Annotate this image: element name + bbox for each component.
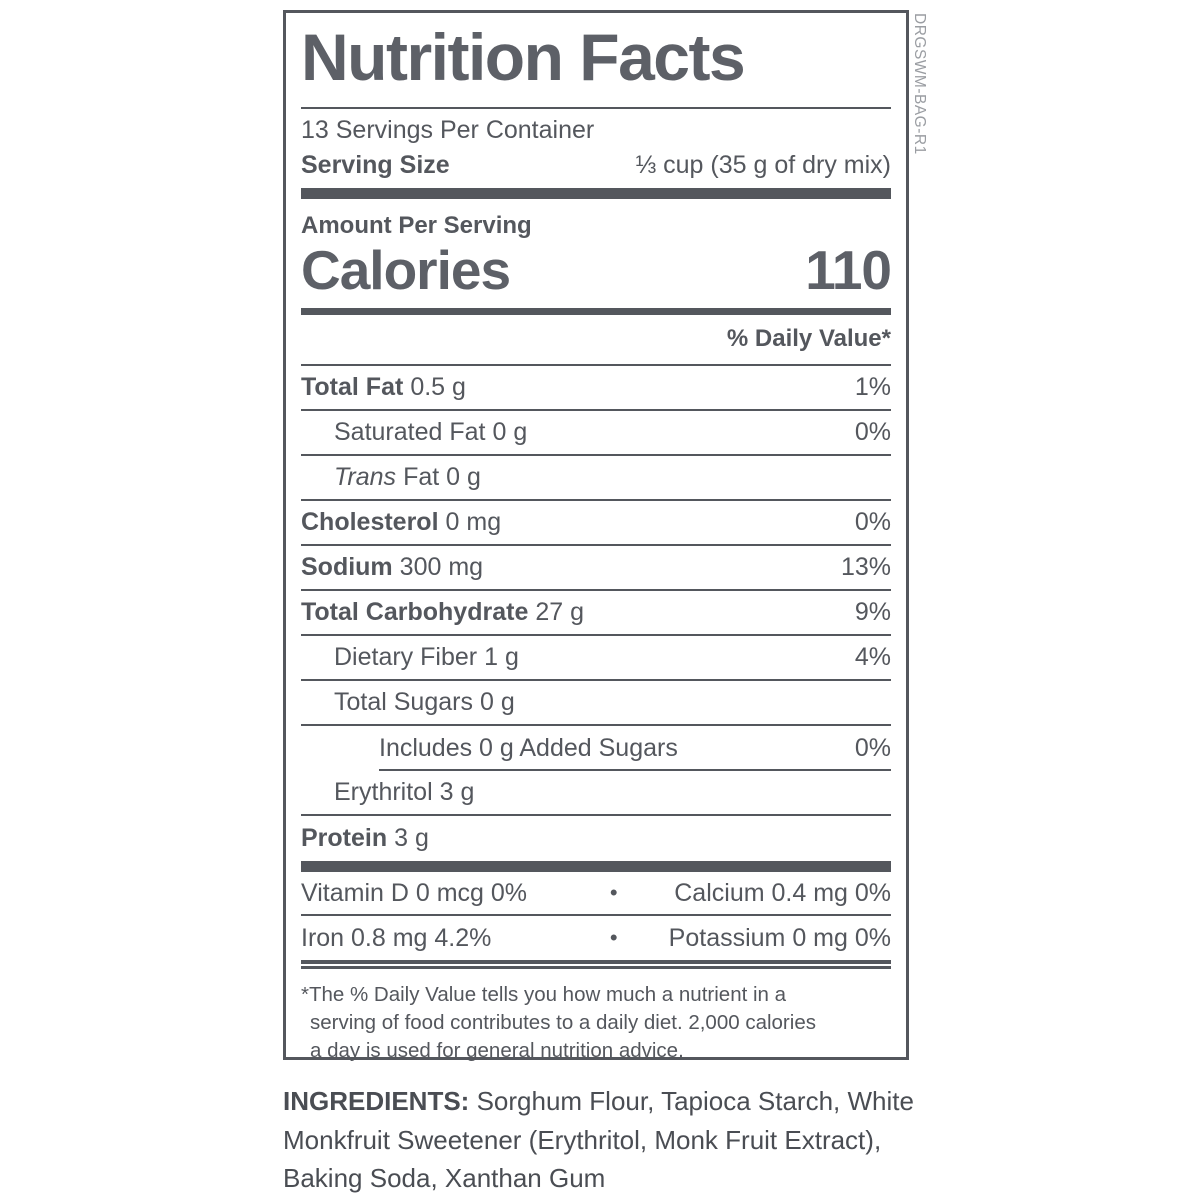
serving-size-value: ⅓ cup (35 g of dry mix) xyxy=(635,150,891,179)
nutrient-name: Dietary Fiber xyxy=(334,643,478,672)
nutrient-row-added-sugars: Includes 0 g Added Sugars 0% xyxy=(301,726,891,772)
micronutrient-row-1: Vitamin D 0 mcg 0% • Calcium 0.4 mg 0% xyxy=(301,872,891,917)
nutrient-amount: Fat 0 g xyxy=(403,463,481,492)
nutrient-amount: 0 g xyxy=(479,688,515,717)
thick-separator-bar xyxy=(301,861,891,873)
calories-label: Calories xyxy=(301,238,511,301)
nutrient-row-cholesterol: Cholesterol 0 mg 0% xyxy=(301,501,891,547)
nutrient-row-total-fat: Total Fat 0.5 g 1% xyxy=(301,366,891,412)
nutrient-amount: 0.5 g xyxy=(410,373,466,402)
nutrient-row-total-sugars: Total Sugars 0 g xyxy=(301,681,891,727)
nutrient-amount: 0 mg xyxy=(445,508,502,537)
daily-value-header: % Daily Value* xyxy=(301,315,891,367)
medium-separator-bar xyxy=(301,308,891,316)
ingredients-text: Sorghum Flour, Tapioca Starch, White Mon… xyxy=(283,1086,914,1193)
nutrient-amount: 300 mg xyxy=(399,553,484,582)
nutrient-dv: 0% xyxy=(854,418,891,447)
nutrient-amount: 27 g xyxy=(535,598,585,627)
nutrient-dv: 4% xyxy=(854,643,891,672)
package-revision-code: DRGSWM-BAG-R1 xyxy=(911,13,928,155)
nutrient-dv: 13% xyxy=(840,553,891,582)
thick-separator-bar xyxy=(301,187,891,199)
nutrient-name: Trans xyxy=(334,463,397,492)
nutrient-row-sodium: Sodium 300 mg 13% xyxy=(301,546,891,592)
double-separator-bar xyxy=(301,960,891,970)
nutrient-amount: 1 g xyxy=(484,643,519,672)
iron-value: Iron 0.8 mg 4.2% xyxy=(301,923,492,952)
title-divider xyxy=(301,106,891,109)
nutrient-dv: 1% xyxy=(854,373,891,402)
serving-size-row: Serving Size ⅓ cup (35 g of dry mix) xyxy=(301,145,891,188)
nutrition-facts-panel: Nutrition Facts 13 Servings Per Containe… xyxy=(283,10,909,1062)
nutrient-amount: 0 g xyxy=(492,418,528,447)
nutrient-name: Cholesterol xyxy=(301,508,439,537)
potassium-value: Potassium 0 mg 0% xyxy=(668,923,891,952)
nutrient-row-dietary-fiber: Dietary Fiber 1 g 4% xyxy=(301,636,891,682)
servings-per-container: 13 Servings Per Container xyxy=(301,115,595,144)
nutrient-dv: 0% xyxy=(854,734,891,763)
footnote-line: a day is used for general nutrition advi… xyxy=(310,1039,684,1063)
nutrient-name: Erythritol xyxy=(334,778,433,807)
nutrient-dv: 0% xyxy=(854,508,891,537)
nutrient-name: Sodium xyxy=(301,553,393,582)
footnote-line: serving of food contributes to a daily d… xyxy=(310,1011,816,1035)
vitamin-d-value: Vitamin D 0 mcg 0% xyxy=(301,878,528,907)
bullet-separator: • xyxy=(609,925,618,951)
nutrient-amount: 3 g xyxy=(439,778,475,807)
nutrient-name: Total Sugars xyxy=(334,688,473,717)
nutrient-row-protein: Protein 3 g xyxy=(301,816,891,861)
micronutrient-row-2: Iron 0.8 mg 4.2% • Potassium 0 mg 0% xyxy=(301,916,891,960)
amount-per-serving-label: Amount Per Serving xyxy=(301,211,532,239)
nutrient-name: Protein xyxy=(301,824,388,853)
nutrient-row-saturated-fat: Saturated Fat 0 g 0% xyxy=(301,411,891,457)
daily-value-footnote: *The % Daily Value tells you how much a … xyxy=(301,969,891,1065)
nutrient-row-trans-fat: Trans Fat 0 g xyxy=(301,456,891,502)
calories-value: 110 xyxy=(805,238,892,301)
nutrient-name: Includes 0 g Added Sugars xyxy=(379,734,678,763)
ingredients-statement: INGREDIENTS: Sorghum Flour, Tapioca Star… xyxy=(283,1082,943,1198)
calcium-value: Calcium 0.4 mg 0% xyxy=(674,878,891,907)
footnote-line: *The % Daily Value tells you how much a … xyxy=(301,983,787,1007)
serving-size-label: Serving Size xyxy=(301,150,450,179)
nutrient-dv: 9% xyxy=(854,598,891,627)
calories-row: Calories 110 xyxy=(301,238,892,309)
nutrient-name: Total Carbohydrate xyxy=(301,598,529,627)
nutrient-row-total-carbohydrate: Total Carbohydrate 27 g 9% xyxy=(301,591,891,637)
panel-title: Nutrition Facts xyxy=(301,20,746,94)
ingredients-label: INGREDIENTS: xyxy=(283,1086,470,1116)
bullet-separator: • xyxy=(609,880,618,906)
nutrient-name: Saturated Fat xyxy=(334,418,486,447)
nutrient-name: Total Fat xyxy=(301,373,404,402)
nutrient-row-erythritol: Erythritol 3 g xyxy=(301,771,891,817)
nutrient-amount: 3 g xyxy=(394,824,429,853)
